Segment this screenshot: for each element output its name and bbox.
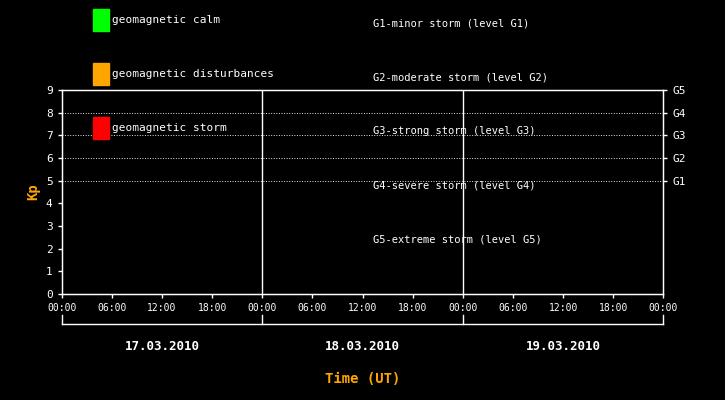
Y-axis label: Kp: Kp [26,184,41,200]
Text: geomagnetic storm: geomagnetic storm [112,123,227,133]
Text: geomagnetic calm: geomagnetic calm [112,15,220,25]
Text: G2-moderate storm (level G2): G2-moderate storm (level G2) [373,72,548,82]
Text: G3-strong storm (level G3): G3-strong storm (level G3) [373,126,536,136]
Text: G4-severe storm (level G4): G4-severe storm (level G4) [373,180,536,190]
Text: 17.03.2010: 17.03.2010 [125,340,199,353]
Text: G5-extreme storm (level G5): G5-extreme storm (level G5) [373,234,542,244]
Text: 18.03.2010: 18.03.2010 [325,340,400,353]
Text: 19.03.2010: 19.03.2010 [526,340,600,353]
Text: G1-minor storm (level G1): G1-minor storm (level G1) [373,18,530,28]
Text: Time (UT): Time (UT) [325,372,400,386]
Text: geomagnetic disturbances: geomagnetic disturbances [112,69,274,79]
